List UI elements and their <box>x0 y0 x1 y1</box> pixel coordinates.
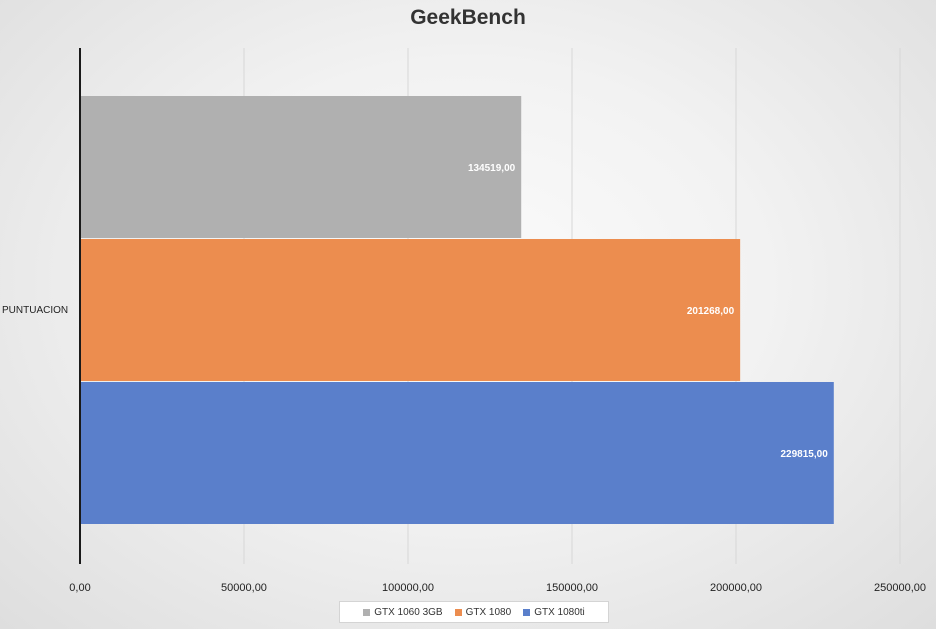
category-label: PUNTUACION <box>2 305 68 316</box>
legend-item: GTX 1080ti <box>523 607 585 618</box>
legend-item: GTX 1080 <box>454 606 512 618</box>
chart-legend: GTX 1060 3GB GTX 1080 GTX 1080ti <box>339 601 609 623</box>
bar <box>80 239 741 381</box>
bar <box>80 96 522 238</box>
x-tick-label: 250000,00 <box>874 582 926 594</box>
labels: 0,00 50000,00 100000,00 150000,00 200000,00 2… <box>2 163 926 594</box>
legend-swatch <box>454 608 462 616</box>
x-tick-label: 100000,00 <box>382 582 434 594</box>
x-tick-label: 200000,00 <box>710 582 762 594</box>
legend-label: GTX 1080ti <box>534 606 585 618</box>
legend-label: GTX 1060 3GB <box>374 606 443 618</box>
legend-swatch <box>363 608 371 616</box>
bars <box>80 96 834 524</box>
legend-swatch <box>523 608 531 616</box>
x-tick-label: 50000,00 <box>221 582 267 594</box>
legend-item: GTX 1060 3GB <box>363 606 443 618</box>
x-tick-label: 0,00 <box>69 582 90 594</box>
data-label: 201268,00 <box>687 306 735 317</box>
data-label: 134519,00 <box>468 163 516 174</box>
legend-label: GTX 1080 <box>465 606 512 618</box>
chart-title: GeekBench <box>410 6 526 29</box>
data-label: 229815,00 <box>781 449 829 460</box>
bar <box>80 382 834 524</box>
x-tick-label: 150000,00 <box>546 582 598 594</box>
